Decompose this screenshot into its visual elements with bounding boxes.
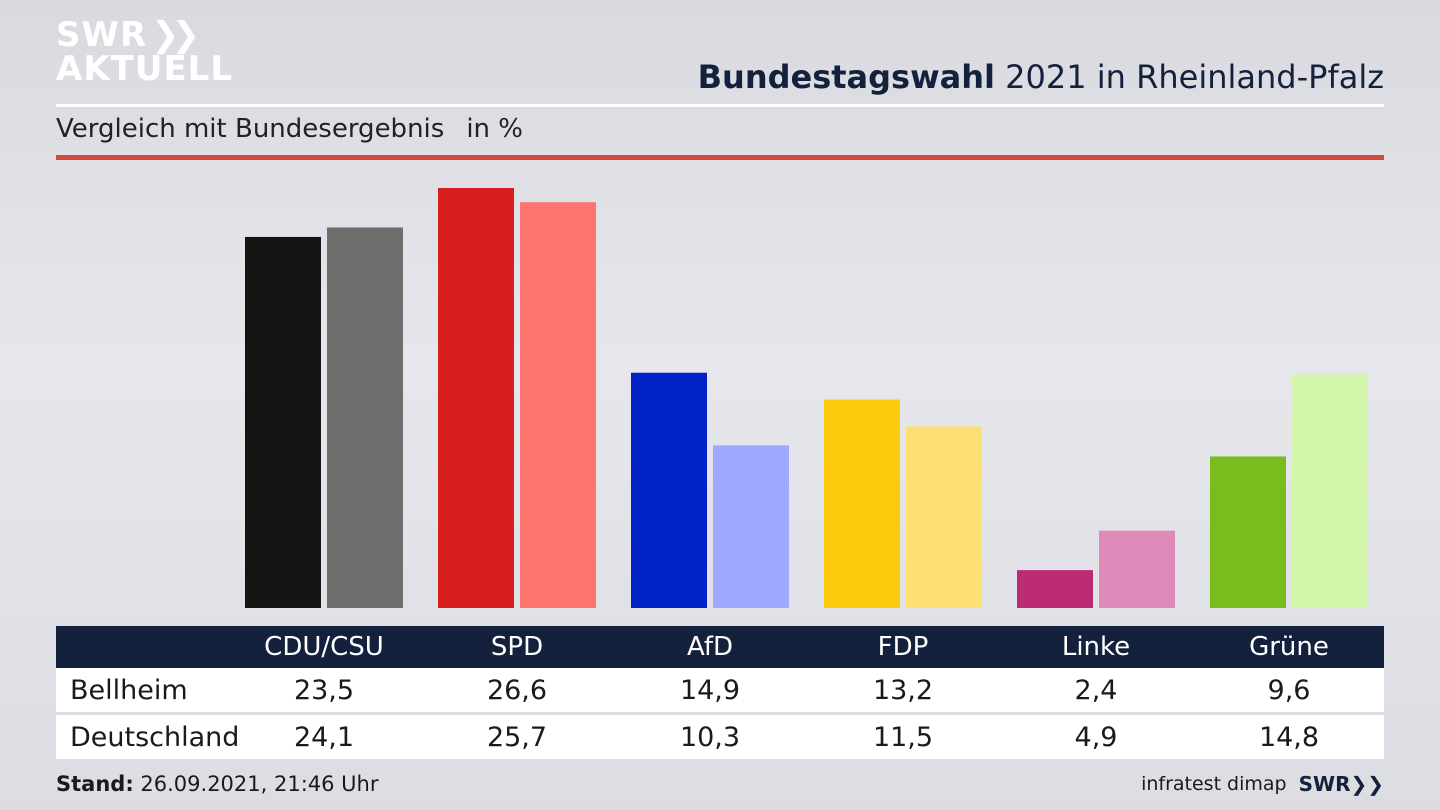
- footer-swr-text: SWR: [1298, 772, 1351, 796]
- column-header-cducsu: CDU/CSU: [264, 632, 384, 662]
- value-linke-deutschland: 4,9: [1074, 721, 1118, 753]
- source-credit: infratest dimap SWR❯❯: [1141, 772, 1384, 796]
- bar-afd-bellheim: [631, 372, 707, 608]
- title-rest: 2021 in Rheinland-Pfalz: [995, 58, 1384, 96]
- table-row-deutschland: Deutschland 24,1 25,7 10,3 11,5 4,9 14,8: [56, 715, 1384, 759]
- value-fdp-deutschland: 11,5: [872, 721, 934, 753]
- bar-spd-bellheim: [438, 188, 514, 608]
- table-header: CDU/CSU SPD AfD FDP Linke Grüne: [56, 626, 1384, 668]
- bar-afd-deutschland: [713, 445, 789, 608]
- column-header-linke: Linke: [1061, 632, 1131, 662]
- table-row-bellheim: Bellheim 23,5 26,6 14,9 13,2 2,4 9,6: [56, 668, 1384, 712]
- bar-linke-deutschland: [1099, 530, 1175, 608]
- bar-fdp-bellheim: [824, 399, 900, 608]
- bar-cducsu-deutschland: [327, 227, 403, 608]
- double-chevron-right-icon: ❯❯: [151, 15, 200, 55]
- column-header-afd: AfD: [686, 632, 734, 662]
- column-header-grüne: Grüne: [1249, 632, 1329, 662]
- row-label-bellheim: Bellheim: [70, 674, 188, 706]
- value-afd-bellheim: 14,9: [679, 674, 741, 706]
- double-chevron-right-icon: ❯❯: [1350, 772, 1384, 796]
- logo-aktuell-text: AKTUELL: [56, 49, 234, 89]
- chart-subtitle: Vergleich mit Bundesergebnis in %: [56, 114, 523, 144]
- bar-fdp-deutschland: [906, 426, 982, 608]
- bar-grüne-deutschland: [1292, 374, 1368, 608]
- bar-grüne-bellheim: [1210, 456, 1286, 608]
- value-linke-bellheim: 2,4: [1074, 674, 1118, 706]
- unit-label: in %: [466, 114, 523, 144]
- subtitle-text: Vergleich mit Bundesergebnis: [56, 114, 445, 144]
- bar-spd-deutschland: [520, 202, 596, 609]
- row-label-deutschland: Deutschland: [70, 721, 240, 753]
- footer-swr-logo: SWR❯❯: [1299, 772, 1384, 796]
- header-divider: [56, 104, 1384, 107]
- timestamp: Stand: 26.09.2021, 21:46 Uhr: [56, 772, 379, 796]
- value-grüne-bellheim: 9,6: [1267, 674, 1311, 706]
- source-text: infratest dimap: [1141, 773, 1287, 795]
- title-bold: Bundestagswahl: [697, 58, 995, 96]
- results-table: CDU/CSU SPD AfD FDP Linke Grüne Bellheim 23,5…: [56, 626, 1384, 759]
- value-fdp-bellheim: 13,2: [872, 674, 934, 706]
- value-spd-bellheim: 26,6: [486, 674, 548, 706]
- stand-label: Stand:: [56, 772, 134, 796]
- value-cducsu-bellheim: 23,5: [293, 674, 355, 706]
- bar-linke-bellheim: [1017, 570, 1093, 608]
- column-header-fdp: FDP: [877, 632, 929, 662]
- bar-cducsu-bellheim: [245, 236, 321, 608]
- value-spd-deutschland: 25,7: [486, 721, 548, 753]
- subtitle-divider: [56, 155, 1384, 160]
- stand-value: 26.09.2021, 21:46 Uhr: [133, 772, 379, 796]
- value-cducsu-deutschland: 24,1: [293, 721, 355, 753]
- value-afd-deutschland: 10,3: [679, 721, 741, 753]
- value-grüne-deutschland: 14,8: [1258, 721, 1320, 753]
- logo-swr-text: SWR: [56, 15, 148, 55]
- column-header-spd: SPD: [490, 632, 544, 662]
- page-title: Bundestagswahl 2021 in Rheinland-Pfalz: [698, 58, 1384, 96]
- swr-aktuell-logo: SWR ❯❯ AKTUELL: [56, 18, 233, 86]
